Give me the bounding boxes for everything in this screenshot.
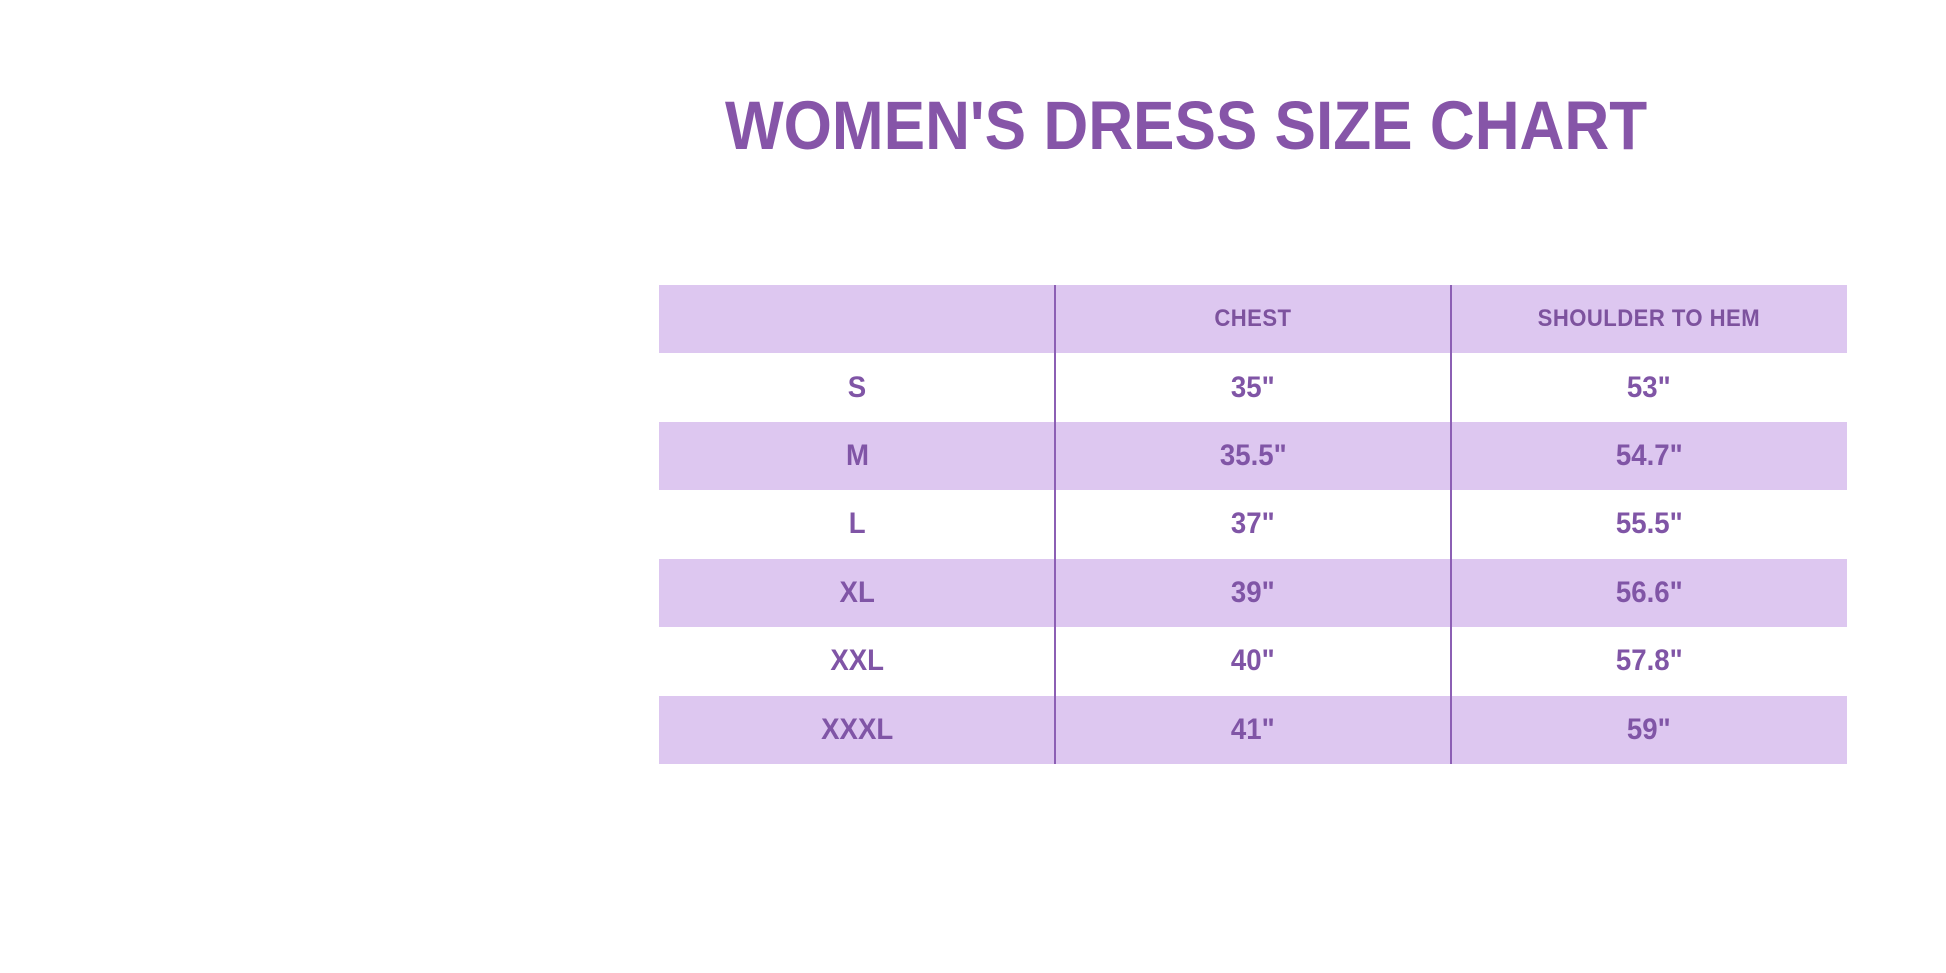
size-label: XL <box>839 575 875 609</box>
hem-value: 53" <box>1627 370 1671 404</box>
chest-cell: 41" <box>1055 696 1451 764</box>
hem-cell: 57.8" <box>1451 627 1847 695</box>
size-chart-table: CHEST SHOULDER TO HEM S 35" 53" <box>659 285 1847 764</box>
chest-value: 39" <box>1231 575 1275 609</box>
page-title: WOMEN'S DRESS SIZE CHART <box>725 87 1648 164</box>
chest-value: 41" <box>1231 712 1275 746</box>
chest-cell: 37" <box>1055 490 1451 558</box>
chest-cell: 35.5" <box>1055 422 1451 490</box>
size-cell: XL <box>659 559 1055 627</box>
table-body: CHEST SHOULDER TO HEM S 35" 53" <box>659 285 1847 764</box>
chest-value: 40" <box>1231 644 1275 678</box>
hem-cell: 54.7" <box>1451 422 1847 490</box>
chest-cell: 39" <box>1055 559 1451 627</box>
column-header-chest: CHEST <box>1055 285 1451 353</box>
size-label: XXXL <box>820 712 894 746</box>
hem-cell: 56.6" <box>1451 559 1847 627</box>
hem-cell: 53" <box>1451 353 1847 421</box>
table-row: XL 39" 56.6" <box>659 558 1847 628</box>
table-row: S 35" 53" <box>659 353 1847 422</box>
table-row: M 35.5" 54.7" <box>659 421 1847 491</box>
hem-value: 59" <box>1627 712 1671 746</box>
hem-value: 56.6" <box>1615 575 1683 609</box>
size-cell: L <box>659 490 1055 558</box>
hem-value: 54.7" <box>1615 439 1683 473</box>
hem-value: 55.5" <box>1615 507 1683 541</box>
column-header-hem: SHOULDER TO HEM <box>1451 285 1847 353</box>
size-label: XXL <box>830 644 884 678</box>
size-cell: XXXL <box>659 696 1055 764</box>
hem-cell: 55.5" <box>1451 490 1847 558</box>
hem-value: 57.8" <box>1615 644 1683 678</box>
hem-cell: 59" <box>1451 696 1847 764</box>
column-divider <box>1053 285 1056 764</box>
size-cell: M <box>659 422 1055 490</box>
table-row: XXXL 41" 59" <box>659 695 1847 764</box>
table-header-row: CHEST SHOULDER TO HEM <box>659 285 1847 354</box>
column-header-chest-label: CHEST <box>1214 305 1292 333</box>
table-row: XXL 40" 57.8" <box>659 627 1847 696</box>
column-divider <box>1450 285 1452 764</box>
size-cell: S <box>659 353 1055 421</box>
column-header-hem-label: SHOULDER TO HEM <box>1537 305 1761 333</box>
table-row: L 37" 55.5" <box>659 490 1847 559</box>
size-cell: XXL <box>659 627 1055 695</box>
size-label: L <box>848 507 866 541</box>
size-label: M <box>845 439 869 473</box>
chest-value: 35" <box>1231 370 1275 404</box>
size-label: S <box>847 370 867 404</box>
chest-value: 35.5" <box>1219 439 1287 473</box>
chest-cell: 40" <box>1055 627 1451 695</box>
chest-cell: 35" <box>1055 353 1451 421</box>
chest-value: 37" <box>1231 507 1275 541</box>
column-header-size <box>659 285 1055 353</box>
